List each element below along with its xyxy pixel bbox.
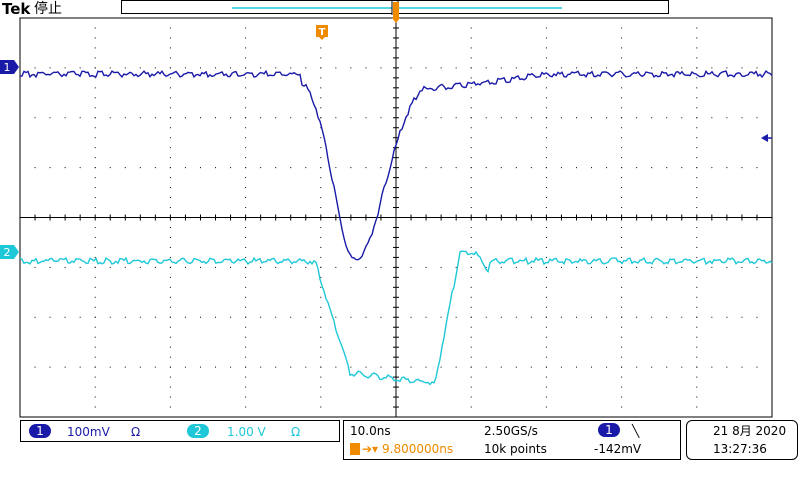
sample-rate: 2.50GS/s — [484, 424, 538, 438]
ch1-ground-marker[interactable]: 1 — [0, 60, 19, 74]
timebase-scale: 10.0ns — [350, 424, 391, 438]
ch2-scale: 1.00 V — [227, 425, 266, 439]
time-label: 13:27:36 — [713, 442, 767, 456]
date-label: 21 8月 2020 — [713, 424, 787, 438]
record-length: 10k points — [484, 442, 547, 456]
ch2-waveform — [19, 250, 773, 386]
svg-text:T: T — [319, 27, 326, 38]
ch2-badge[interactable]: 2 — [187, 424, 209, 438]
trigger-level-marker[interactable] — [761, 134, 772, 142]
ch1-badge[interactable]: 1 — [29, 424, 51, 438]
trigger-position-marker[interactable]: T — [316, 25, 328, 40]
ch1-scale: 100mV — [67, 425, 110, 439]
svg-text:2: 2 — [4, 246, 11, 259]
horizontal-trigger-panel[interactable]: 10.0ns 2.50GS/s 1 ╲ ➔▾ 9.800000ns 10k po… — [343, 420, 681, 460]
brand-label: Tek — [2, 0, 31, 18]
horizontal-position-marker[interactable] — [392, 2, 400, 23]
ch2-ground-marker[interactable]: 2 — [0, 245, 19, 259]
trigger-slope-icon: ╲ — [632, 424, 640, 438]
bottom-readout-bar: 1 100mV Ω 2 1.00 V Ω 10.0ns 2.50GS/s 1 ╲… — [0, 418, 800, 480]
waveform-display[interactable]: T 1 2 — [0, 0, 800, 418]
acquisition-state: 停止 — [34, 1, 62, 17]
ch1-waveform — [19, 69, 773, 261]
graticule — [19, 17, 773, 418]
channel-readout-panel[interactable]: 1 100mV Ω 2 1.00 V Ω — [20, 420, 340, 442]
horizontal-position: 9.800000ns — [382, 442, 454, 456]
ch1-termination-icon: Ω — [131, 425, 141, 439]
datetime-panel[interactable]: 21 8月 2020 13:27:36 — [686, 420, 798, 460]
trigger-level: -142mV — [594, 442, 642, 456]
trigger-position-icon — [350, 443, 360, 455]
ch2-termination-icon: Ω — [291, 425, 301, 439]
svg-text:1: 1 — [4, 61, 11, 74]
position-arrow-icon: ➔▾ — [362, 442, 379, 456]
trigger-source-badge: 1 — [598, 423, 620, 437]
